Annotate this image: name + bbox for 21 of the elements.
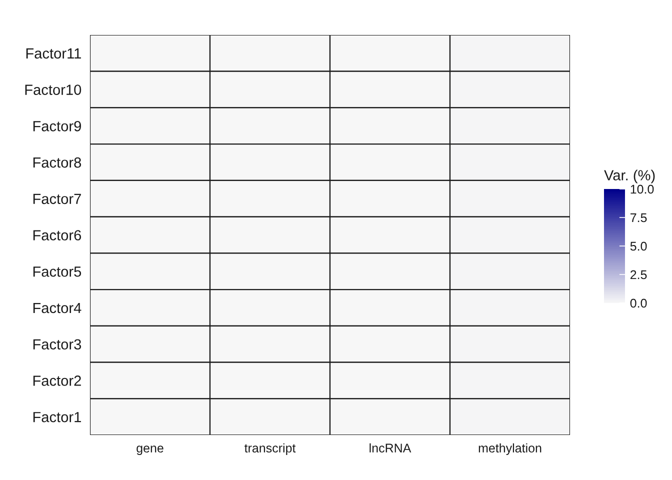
y-tick-label: Factor2: [33, 376, 81, 386]
x-tick-label: transcript: [244, 443, 296, 455]
color-bar-label: 10.0: [630, 184, 654, 194]
y-tick-label: Factor3: [33, 339, 82, 350]
x-tick-label: lncRNA: [370, 443, 412, 453]
color-bar-label: 7.5: [630, 213, 647, 222]
y-tick-label: Factor8: [33, 157, 82, 168]
y-tick-label: Factor1: [33, 412, 81, 422]
y-tick-label: Factor4: [33, 302, 82, 314]
y-tick-label: Factor5: [33, 266, 82, 277]
color-bar-label: 0.0: [630, 298, 647, 308]
x-tick-label: gene: [136, 446, 164, 455]
y-tick-label: Factor10: [25, 84, 82, 95]
color-bar-label: 5.0: [630, 242, 647, 251]
color-bar-label: 2.5: [630, 270, 647, 280]
y-tick-label: Factor7: [33, 194, 81, 204]
x-tick-label: methylation: [478, 443, 542, 455]
y-tick-label: Factor9: [33, 121, 81, 132]
y-tick-label: Factor11: [26, 48, 81, 59]
color-bar-title: Var. (%): [604, 170, 655, 184]
y-tick-label: Factor6: [33, 230, 82, 240]
